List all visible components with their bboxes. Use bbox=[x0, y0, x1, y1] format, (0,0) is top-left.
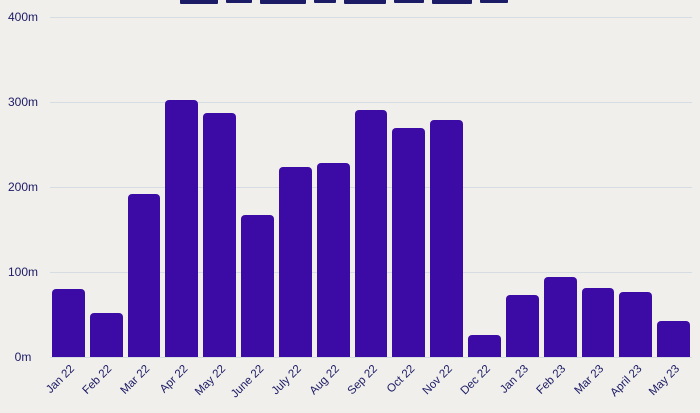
bar-jan-22[interactable] bbox=[52, 289, 85, 357]
x-tick-label: Sep 22 bbox=[345, 363, 380, 398]
bar-jan-23[interactable] bbox=[505, 294, 539, 357]
x-tick-label: Feb 22 bbox=[80, 363, 115, 397]
bar-may-23[interactable] bbox=[657, 321, 691, 357]
bar-column: Nov 22 bbox=[421, 17, 464, 397]
bar-column: April 23 bbox=[608, 17, 653, 399]
y-tick-label-300: 300m bbox=[7, 95, 39, 109]
bar-april-23[interactable] bbox=[619, 291, 653, 357]
y-tick-label-100: 100m bbox=[7, 265, 39, 279]
bar-column: July 22 bbox=[270, 17, 312, 397]
bar-may-22[interactable] bbox=[203, 113, 237, 357]
x-tick-label: June 22 bbox=[228, 363, 267, 401]
bar-column: Feb 22 bbox=[81, 17, 123, 397]
gridline-300 bbox=[50, 102, 692, 103]
bar-column: Jan 22 bbox=[44, 17, 85, 396]
bar-nov-22[interactable] bbox=[430, 119, 464, 357]
bar-column: Dec 22 bbox=[459, 17, 501, 397]
cropped-title-remnant bbox=[180, 0, 508, 5]
x-tick-label: Aug 22 bbox=[307, 363, 342, 398]
x-tick-label: Mar 22 bbox=[118, 363, 153, 397]
bar-column: Mar 22 bbox=[119, 17, 161, 397]
bar-feb-23[interactable] bbox=[543, 277, 577, 357]
bar-column: Oct 22 bbox=[385, 17, 426, 395]
bar-dec-22[interactable] bbox=[468, 334, 501, 357]
gridline-400 bbox=[50, 17, 692, 18]
y-tick-label-400: 400m bbox=[7, 10, 39, 24]
x-tick-label: Apr 22 bbox=[157, 363, 191, 396]
bar-sep-22[interactable] bbox=[354, 109, 388, 357]
bar-column: June 22 bbox=[229, 17, 274, 400]
y-tick-label-200: 200m bbox=[7, 180, 39, 194]
bar-june-22[interactable] bbox=[241, 215, 274, 357]
x-tick-label: May 23 bbox=[647, 363, 683, 399]
x-tick-label: Dec 22 bbox=[458, 363, 494, 398]
x-tick-label: Nov 22 bbox=[420, 363, 456, 398]
bar-column: May 23 bbox=[647, 17, 691, 398]
bar-column: Apr 22 bbox=[158, 17, 199, 395]
bar-oct-22[interactable] bbox=[392, 127, 426, 357]
x-tick-label: Oct 22 bbox=[384, 363, 418, 396]
x-tick-label: Mar 23 bbox=[572, 363, 607, 397]
x-tick-label: July 22 bbox=[269, 363, 304, 398]
bar-aug-22[interactable] bbox=[316, 163, 350, 357]
x-tick-label: Jan 22 bbox=[44, 363, 77, 396]
x-tick-label: Feb 23 bbox=[534, 363, 569, 397]
bar-mar-23[interactable] bbox=[581, 288, 615, 357]
bar-column: Sep 22 bbox=[345, 17, 388, 397]
gridline-0 bbox=[50, 357, 692, 358]
bar-column: Jan 23 bbox=[498, 17, 539, 396]
bar-apr-22[interactable] bbox=[165, 100, 199, 357]
x-tick-label: Jan 23 bbox=[497, 363, 531, 396]
y-axis: 400m 300m 200m 100m 0m bbox=[2, 10, 46, 364]
bar-column: May 22 bbox=[193, 17, 237, 398]
bar-column: Feb 23 bbox=[535, 17, 577, 397]
x-tick-label: May 22 bbox=[193, 363, 229, 399]
bar-column: Aug 22 bbox=[307, 17, 350, 397]
x-tick-label: April 23 bbox=[608, 363, 645, 400]
bar-mar-22[interactable] bbox=[127, 193, 161, 357]
bars-layer: Jan 22 Feb 22 Mar 22 Apr 22 May 22 June 22 Jul… bbox=[44, 17, 692, 400]
plot-area: Jan 22 Feb 22 Mar 22 Apr 22 May 22 June 22 Jul… bbox=[44, 17, 692, 400]
bar-feb-22[interactable] bbox=[89, 312, 123, 357]
y-tick-label-0: 0m bbox=[14, 350, 32, 364]
bar-column: Mar 23 bbox=[573, 17, 615, 397]
bar-july-22[interactable] bbox=[278, 166, 312, 357]
